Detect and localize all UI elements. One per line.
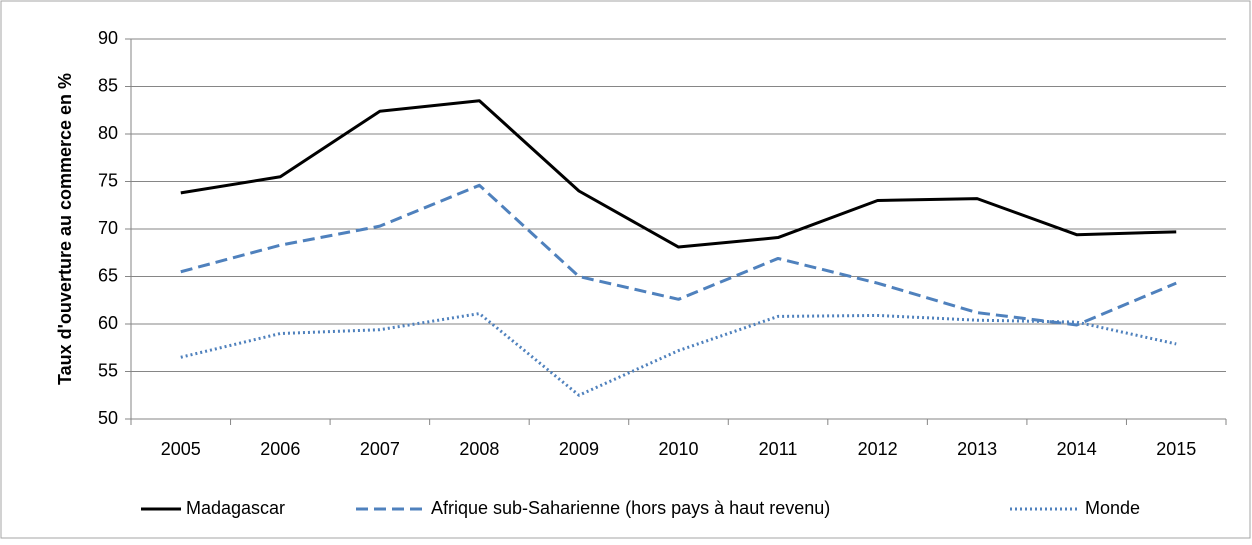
y-axis-label: Taux d'ouverture au commerce en % [55,73,75,385]
x-tick-label: 2005 [161,439,201,459]
series-line [180,312,1177,397]
y-tick-label: 65 [98,265,118,285]
y-tick-label: 50 [98,408,118,428]
x-tick-label: 2007 [360,439,400,459]
legend-label: Monde [1085,498,1140,518]
y-tick-label: 75 [98,170,118,190]
x-tick-label: 2009 [559,439,599,459]
series-line [180,183,1177,327]
x-tick-label: 2006 [260,439,300,459]
y-tick-label: 60 [98,313,118,333]
y-tick-label: 80 [98,123,118,143]
x-tick-label: 2014 [1057,439,1097,459]
x-tick-label: 2011 [759,439,798,459]
x-tick-label: 2008 [459,439,499,459]
y-tick-label: 70 [98,218,118,238]
legend-label: Madagascar [186,498,285,518]
y-tick-label: 85 [98,75,118,95]
y-tick-label: 90 [98,28,118,48]
y-tick-label: 55 [98,360,118,380]
x-tick-label: 2012 [858,439,898,459]
legend-label: Afrique sub-Saharienne (hors pays à haut… [431,498,830,518]
x-tick-label: 2015 [1156,439,1196,459]
x-tick-label: 2013 [957,439,997,459]
series-line [180,99,1177,249]
x-tick-label: 2010 [658,439,698,459]
